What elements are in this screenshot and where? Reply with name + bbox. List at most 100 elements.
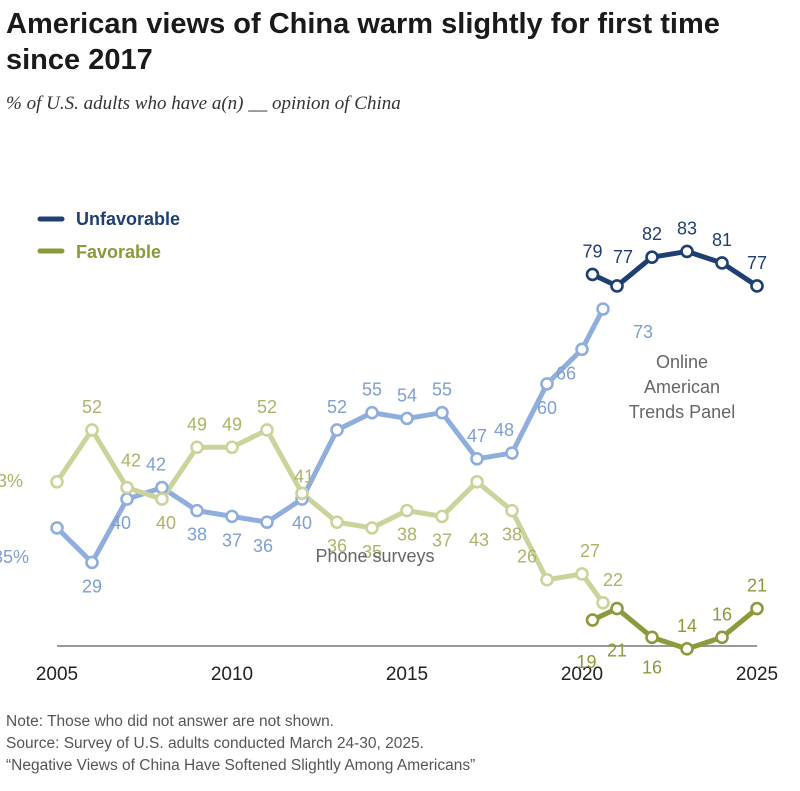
data-point-unfavorable-phone	[330, 423, 344, 437]
data-point-favorable-phone	[260, 423, 274, 437]
data-label-favorable-phone: 37	[432, 530, 452, 550]
x-tick-label: 2010	[211, 664, 253, 685]
data-label-favorable-phone: 52	[257, 397, 277, 417]
x-tick-label: 2020	[561, 664, 603, 685]
data-label-favorable-online: 16	[712, 604, 732, 624]
data-label-unfavorable-online: 81	[712, 230, 732, 250]
data-point-unfavorable-phone	[225, 509, 239, 524]
data-label-favorable-online: 21	[607, 641, 627, 661]
series-lines	[54, 248, 760, 652]
data-point-favorable-phone	[120, 480, 134, 495]
online-panel-annotation-line2: American	[644, 377, 720, 397]
data-label-unfavorable-online: 83	[677, 218, 697, 238]
data-point-favorable-online	[715, 630, 729, 645]
data-label-favorable-phone: 27	[580, 541, 600, 561]
line-chart: 2005 2010 2015 2020 2025 35% 29 40 42 38 37 36 40 52…	[0, 209, 778, 685]
data-label-favorable-phone: 52	[82, 397, 102, 417]
data-point-unfavorable-phone	[540, 377, 554, 391]
phone-surveys-annotation: Phone surveys	[315, 546, 434, 566]
data-point-favorable-phone	[225, 440, 239, 455]
data-point-favorable-phone	[435, 509, 449, 524]
data-point-favorable-phone	[295, 486, 309, 501]
series-points	[50, 244, 764, 656]
data-point-unfavorable-phone	[50, 521, 64, 535]
data-label-favorable-online: 16	[642, 657, 662, 677]
data-label-unfavorable-phone: 29	[82, 576, 102, 596]
data-point-unfavorable-phone	[575, 342, 589, 357]
data-label-unfavorable-phone: 47	[467, 426, 487, 446]
chart-title: American views of China warm slightly fo…	[6, 8, 720, 76]
data-label-unfavorable-phone: 42	[146, 455, 166, 475]
x-tick-label: 2025	[736, 664, 778, 685]
data-point-unfavorable-phone	[155, 480, 169, 495]
data-point-favorable-phone	[85, 423, 99, 437]
data-point-unfavorable-online	[645, 250, 659, 264]
note-text: Note: Those who did not answer are not s…	[6, 713, 334, 730]
data-label-favorable-online: 19	[576, 652, 596, 672]
data-point-favorable-phone	[155, 492, 169, 506]
data-label-unfavorable-phone: 55	[362, 380, 382, 400]
data-label-favorable-phone: 22	[603, 570, 623, 590]
data-label-favorable-online: 21	[747, 576, 767, 596]
x-axis: 2005 2010 2015 2020 2025	[36, 645, 778, 685]
online-panel-annotation-line1: Online	[656, 352, 708, 372]
data-label-unfavorable-phone: 40	[292, 513, 312, 533]
data-point-favorable-online	[750, 601, 764, 616]
data-label-unfavorable-phone: 55	[432, 380, 452, 400]
data-point-unfavorable-online	[715, 256, 729, 270]
online-panel-annotation-line3: Trends Panel	[629, 402, 735, 422]
footnotes: Note: Those who did not answer are not s…	[6, 711, 475, 777]
data-label-unfavorable-phone: 73	[633, 322, 653, 342]
source-text: Source: Survey of U.S. adults conducted …	[6, 735, 424, 752]
legend-favorable-label: Favorable	[76, 242, 161, 262]
data-point-favorable-phone	[540, 572, 554, 587]
data-point-unfavorable-phone	[260, 515, 274, 529]
data-label-favorable-phone: 49	[187, 414, 207, 434]
data-point-favorable-phone	[596, 595, 610, 610]
data-label-favorable-phone: 36	[327, 536, 347, 556]
data-label-unfavorable-online: 79	[582, 241, 602, 261]
data-label-unfavorable-phone: 37	[222, 530, 242, 550]
data-point-unfavorable-phone	[400, 411, 414, 426]
data-label-unfavorable-phone: 60	[537, 398, 557, 418]
data-label-unfavorable-phone: 52	[327, 397, 347, 417]
data-point-favorable-online	[645, 630, 659, 645]
data-point-unfavorable-phone	[470, 451, 484, 466]
legend: Unfavorable Favorable	[37, 209, 180, 262]
data-point-favorable-online	[585, 613, 600, 627]
data-label-favorable-phone: 38	[502, 525, 522, 545]
data-point-unfavorable-phone	[596, 302, 610, 316]
data-point-favorable-phone	[400, 503, 414, 518]
chart-subtitle: % of U.S. adults who have a(n) __ opinio…	[6, 93, 401, 114]
data-label-unfavorable-phone: 38	[187, 525, 207, 545]
data-labels: 35% 29 40 42 38 37 36 40 52 55 54 55 47 48 60 66 73 79 77 8…	[0, 218, 767, 677]
data-point-favorable-phone	[365, 521, 379, 535]
data-point-unfavorable-online	[750, 279, 764, 293]
data-label-unfavorable-phone: 54	[397, 385, 417, 405]
data-point-unfavorable-online	[680, 244, 694, 259]
data-label-favorable-phone: 42	[121, 451, 141, 471]
data-point-unfavorable-online	[585, 267, 600, 282]
data-label-unfavorable-online: 77	[747, 253, 767, 273]
data-label-unfavorable-phone: 40	[111, 513, 131, 533]
data-label-unfavorable-phone: 35%	[0, 547, 29, 567]
data-label-favorable-online: 14	[677, 616, 697, 636]
data-label-favorable-phone: 26	[517, 547, 537, 567]
data-label-unfavorable-phone: 48	[494, 420, 514, 440]
data-point-favorable-online	[610, 601, 624, 616]
data-point-favorable-phone	[50, 475, 64, 489]
data-point-unfavorable-phone	[85, 555, 99, 570]
data-point-unfavorable-phone	[120, 492, 134, 506]
data-label-unfavorable-online: 82	[642, 224, 662, 244]
data-point-unfavorable-phone	[435, 405, 449, 420]
data-label-favorable-phone: 49	[222, 414, 242, 434]
data-point-favorable-phone	[330, 515, 344, 529]
report-title-text: “Negative Views of China Have Softened S…	[6, 757, 476, 774]
data-point-favorable-online	[680, 642, 694, 656]
data-label-unfavorable-phone: 66	[556, 363, 576, 383]
data-point-favorable-phone	[505, 503, 519, 518]
data-label-unfavorable-phone: 36	[253, 536, 273, 556]
legend-unfavorable-label: Unfavorable	[76, 209, 180, 229]
data-label-favorable-phone: 40	[156, 513, 176, 533]
data-label-favorable-phone: 35	[362, 542, 382, 562]
